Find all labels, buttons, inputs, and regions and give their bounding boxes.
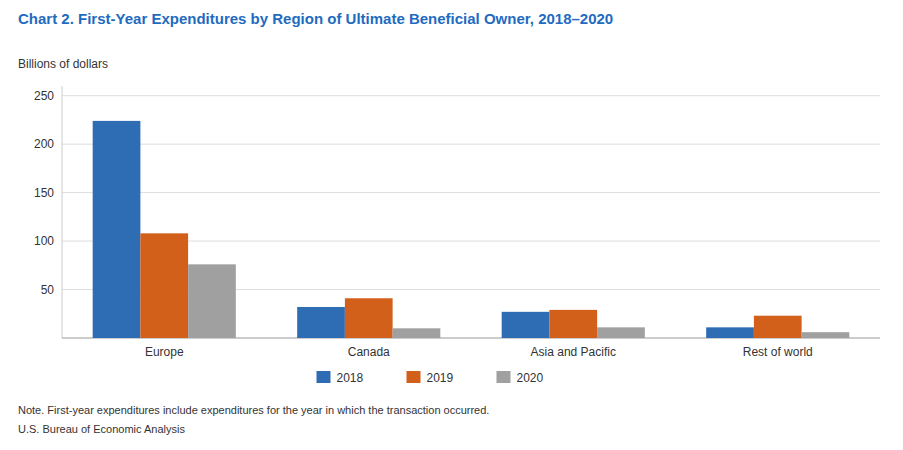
bar	[393, 328, 441, 338]
bars	[93, 121, 850, 338]
y-tick-label: 150	[34, 186, 54, 200]
grid-line	[62, 144, 880, 145]
legend-label: 2019	[427, 371, 454, 385]
bar	[502, 312, 550, 338]
bar	[706, 327, 754, 338]
grid-line	[62, 192, 880, 193]
title: Chart 2. First-Year Expenditures by Regi…	[18, 10, 613, 27]
chart-container: Chart 2. First-Year Expenditures by Regi…	[0, 0, 903, 450]
bar	[549, 310, 597, 338]
y-tick-label: 50	[41, 283, 55, 297]
y-tick-label: 200	[34, 137, 54, 151]
y-tick-label: 250	[34, 89, 54, 103]
bar	[802, 332, 850, 338]
y-tick-label: 100	[34, 234, 54, 248]
grid-line	[62, 95, 880, 96]
bar	[140, 233, 188, 338]
legend-swatch	[407, 371, 421, 383]
legend-label: 2020	[517, 371, 544, 385]
bar	[754, 316, 802, 338]
bar	[93, 121, 141, 338]
bar	[188, 264, 236, 338]
y-axis-label: Billions of dollars	[18, 57, 108, 71]
legend-swatch	[497, 371, 511, 383]
y-axis-line	[62, 86, 63, 338]
legend: 2018 2019 2020	[317, 371, 544, 385]
bar	[297, 307, 345, 338]
chart-svg: Chart 2. First-Year Expenditures by Regi…	[0, 0, 903, 450]
x-tick-label: Asia and Pacific	[531, 345, 616, 359]
legend-swatch	[317, 371, 331, 383]
x-tick-label: Canada	[348, 345, 390, 359]
legend-label: 2018	[337, 371, 364, 385]
x-tick-label: Europe	[145, 345, 184, 359]
bar	[345, 298, 393, 338]
bar	[597, 327, 645, 338]
source: U.S. Bureau of Economic Analysis	[18, 423, 185, 435]
note: Note. First-year expenditures include ex…	[18, 404, 489, 416]
x-tick-label: Rest of world	[743, 345, 813, 359]
